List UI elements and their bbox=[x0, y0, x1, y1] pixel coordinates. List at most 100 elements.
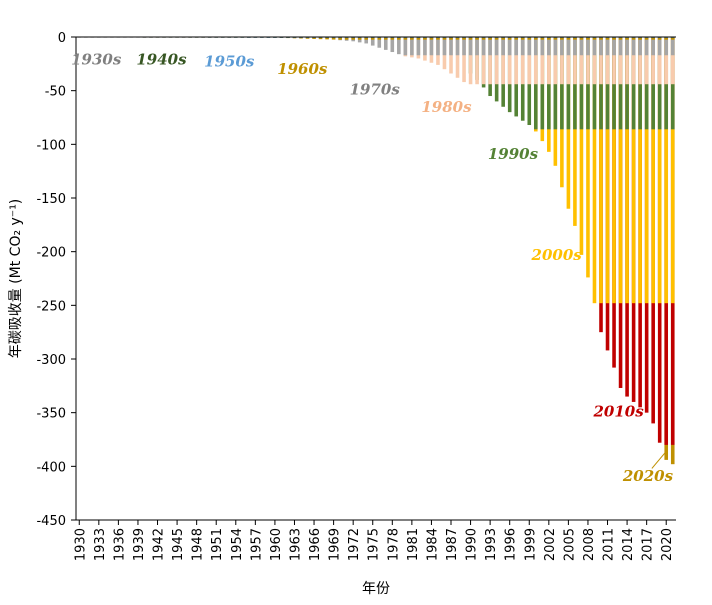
bar-1960s-2021 bbox=[670, 37, 675, 40]
bar-1960s-1987 bbox=[449, 37, 453, 40]
bar-1980s-1995 bbox=[501, 37, 505, 85]
bar-2000s-2015 bbox=[631, 37, 636, 304]
bar-1960s-1997 bbox=[514, 37, 519, 40]
decade-label-2020s: 2020s bbox=[622, 467, 674, 485]
bar-2000s-2021 bbox=[670, 37, 675, 304]
decade-labels: 1930s 1940s 1950s 1960s 1970s 1980s 1990s 2000s… bbox=[71, 51, 673, 485]
bar-1970s-2020 bbox=[664, 37, 669, 56]
bar-1960s-1995 bbox=[501, 37, 505, 40]
bar-1960s-1988 bbox=[455, 37, 460, 40]
x-tick-label: 1972 bbox=[347, 528, 362, 561]
bar-1980s-2003 bbox=[553, 37, 558, 85]
bar-1960s-1978 bbox=[390, 37, 395, 40]
decade-label-1960s: 1960s bbox=[277, 60, 328, 78]
bar-2000s-2018 bbox=[651, 37, 655, 304]
bar-1960s-2004 bbox=[560, 37, 564, 40]
bar-1960s-2006 bbox=[573, 37, 577, 40]
bar-1970s-2001 bbox=[540, 37, 545, 56]
bar-2000s-2011 bbox=[605, 37, 610, 304]
x-tick-label: 1969 bbox=[328, 528, 343, 561]
y-tick-label: -300 bbox=[36, 353, 66, 368]
x-tick-label: 1939 bbox=[132, 528, 147, 561]
bar-1970s-1993 bbox=[488, 37, 492, 56]
x-tick-label: 1942 bbox=[152, 528, 167, 561]
bar-1970s-1973 bbox=[357, 37, 362, 43]
bar-1960s-2013 bbox=[618, 37, 623, 40]
bar-1970s-2015 bbox=[631, 37, 636, 56]
x-tick-label: 1966 bbox=[308, 528, 323, 561]
bar-1960s-2011 bbox=[605, 37, 610, 40]
x-tick-label: 2011 bbox=[602, 528, 617, 561]
bar-1980s-2005 bbox=[566, 37, 571, 85]
decade-label-1950s: 1950s bbox=[204, 53, 255, 71]
bar-1960s-1989 bbox=[462, 37, 466, 40]
x-tick-label: 1945 bbox=[171, 528, 186, 561]
x-axis-title: 年份 bbox=[362, 581, 390, 597]
bar-1960s-1983 bbox=[423, 37, 427, 40]
bar-2000s-2017 bbox=[644, 37, 649, 304]
bar-1960s-2007 bbox=[579, 37, 584, 40]
bar-2000s-2006 bbox=[573, 37, 577, 226]
bar-1970s-1988 bbox=[455, 37, 460, 56]
decade-label-2010s: 2010s bbox=[593, 403, 645, 421]
bar-1970s-1994 bbox=[494, 37, 499, 56]
bar-1960s-1999 bbox=[527, 37, 532, 40]
bar-1980s-1999 bbox=[527, 37, 532, 85]
bar-1970s-1985 bbox=[436, 37, 440, 56]
bar-1960s-2001 bbox=[540, 37, 545, 40]
bar-1960s-2020 bbox=[664, 37, 669, 40]
x-tick-label: 1975 bbox=[367, 528, 382, 561]
bar-2000s-2020 bbox=[664, 37, 669, 304]
bar-1980s-2000 bbox=[533, 37, 538, 85]
x-tick-label: 1993 bbox=[484, 528, 499, 561]
bar-1970s-2016 bbox=[638, 37, 642, 56]
x-tick-label: 1933 bbox=[93, 528, 108, 561]
y-tick-label: -50 bbox=[45, 85, 66, 100]
bar-1980s-2015 bbox=[631, 37, 636, 85]
bar-1960s-1994 bbox=[494, 37, 499, 40]
bar-1970s-2007 bbox=[579, 37, 584, 56]
y-tick-label: -400 bbox=[36, 460, 66, 475]
bar-1970s-1974 bbox=[364, 37, 369, 44]
bar-2000s-2012 bbox=[612, 37, 616, 304]
bar-1980s-2013 bbox=[618, 37, 623, 85]
bar-1970s-1979 bbox=[397, 37, 401, 55]
bar-1970s-2003 bbox=[553, 37, 558, 56]
bar-1960s-1980 bbox=[403, 37, 408, 40]
bar-1970s-2005 bbox=[566, 37, 571, 56]
bar-1980s-1989 bbox=[462, 37, 466, 83]
x-tick-label: 1981 bbox=[406, 528, 421, 561]
bar-1980s-2016 bbox=[638, 37, 642, 85]
bar-1960s-2014 bbox=[625, 37, 629, 40]
bar-1970s-1987 bbox=[449, 37, 453, 56]
bar-1960s-1984 bbox=[429, 37, 434, 40]
bar-1960s-1972 bbox=[351, 37, 355, 40]
decade-label-1940s: 1940s bbox=[136, 51, 187, 69]
x-tick-label: 2017 bbox=[641, 528, 656, 561]
bar-1960s-1990 bbox=[468, 37, 473, 40]
bar-1960s-1996 bbox=[507, 37, 512, 40]
bar-1960s-1986 bbox=[442, 37, 447, 40]
x-tick-label: 1957 bbox=[249, 528, 264, 561]
bar-1980s-2011 bbox=[605, 37, 610, 85]
x-tick-label: 1951 bbox=[210, 528, 225, 561]
axes: 0 -50 -100 -150 -200 -250 -300 -350 -400 -450 1930… bbox=[36, 31, 676, 561]
bar-1960s-2012 bbox=[612, 37, 616, 40]
bar-2000s-2010 bbox=[599, 37, 603, 304]
bar-1980s-1994 bbox=[494, 37, 499, 85]
decade-label-1990s: 1990s bbox=[488, 145, 539, 163]
bar-1970s-1982 bbox=[416, 37, 421, 56]
bar-1980s-2002 bbox=[547, 37, 551, 85]
bar-1960s-1979 bbox=[397, 37, 401, 40]
y-axis-title: 年碳吸收量 (Mt CO₂ y⁻¹) bbox=[8, 199, 24, 359]
y-tick-label: -150 bbox=[36, 192, 66, 207]
bar-1980s-2001 bbox=[540, 37, 545, 85]
bar-1970s-1978 bbox=[390, 37, 395, 53]
bar-1980s-2017 bbox=[644, 37, 649, 85]
bar-1960s-1985 bbox=[436, 37, 440, 40]
bar-1970s-1975 bbox=[370, 37, 375, 46]
bar-1970s-1986 bbox=[442, 37, 447, 56]
bar-1970s-1995 bbox=[501, 37, 505, 56]
bar-1960s-1969 bbox=[331, 37, 336, 40]
